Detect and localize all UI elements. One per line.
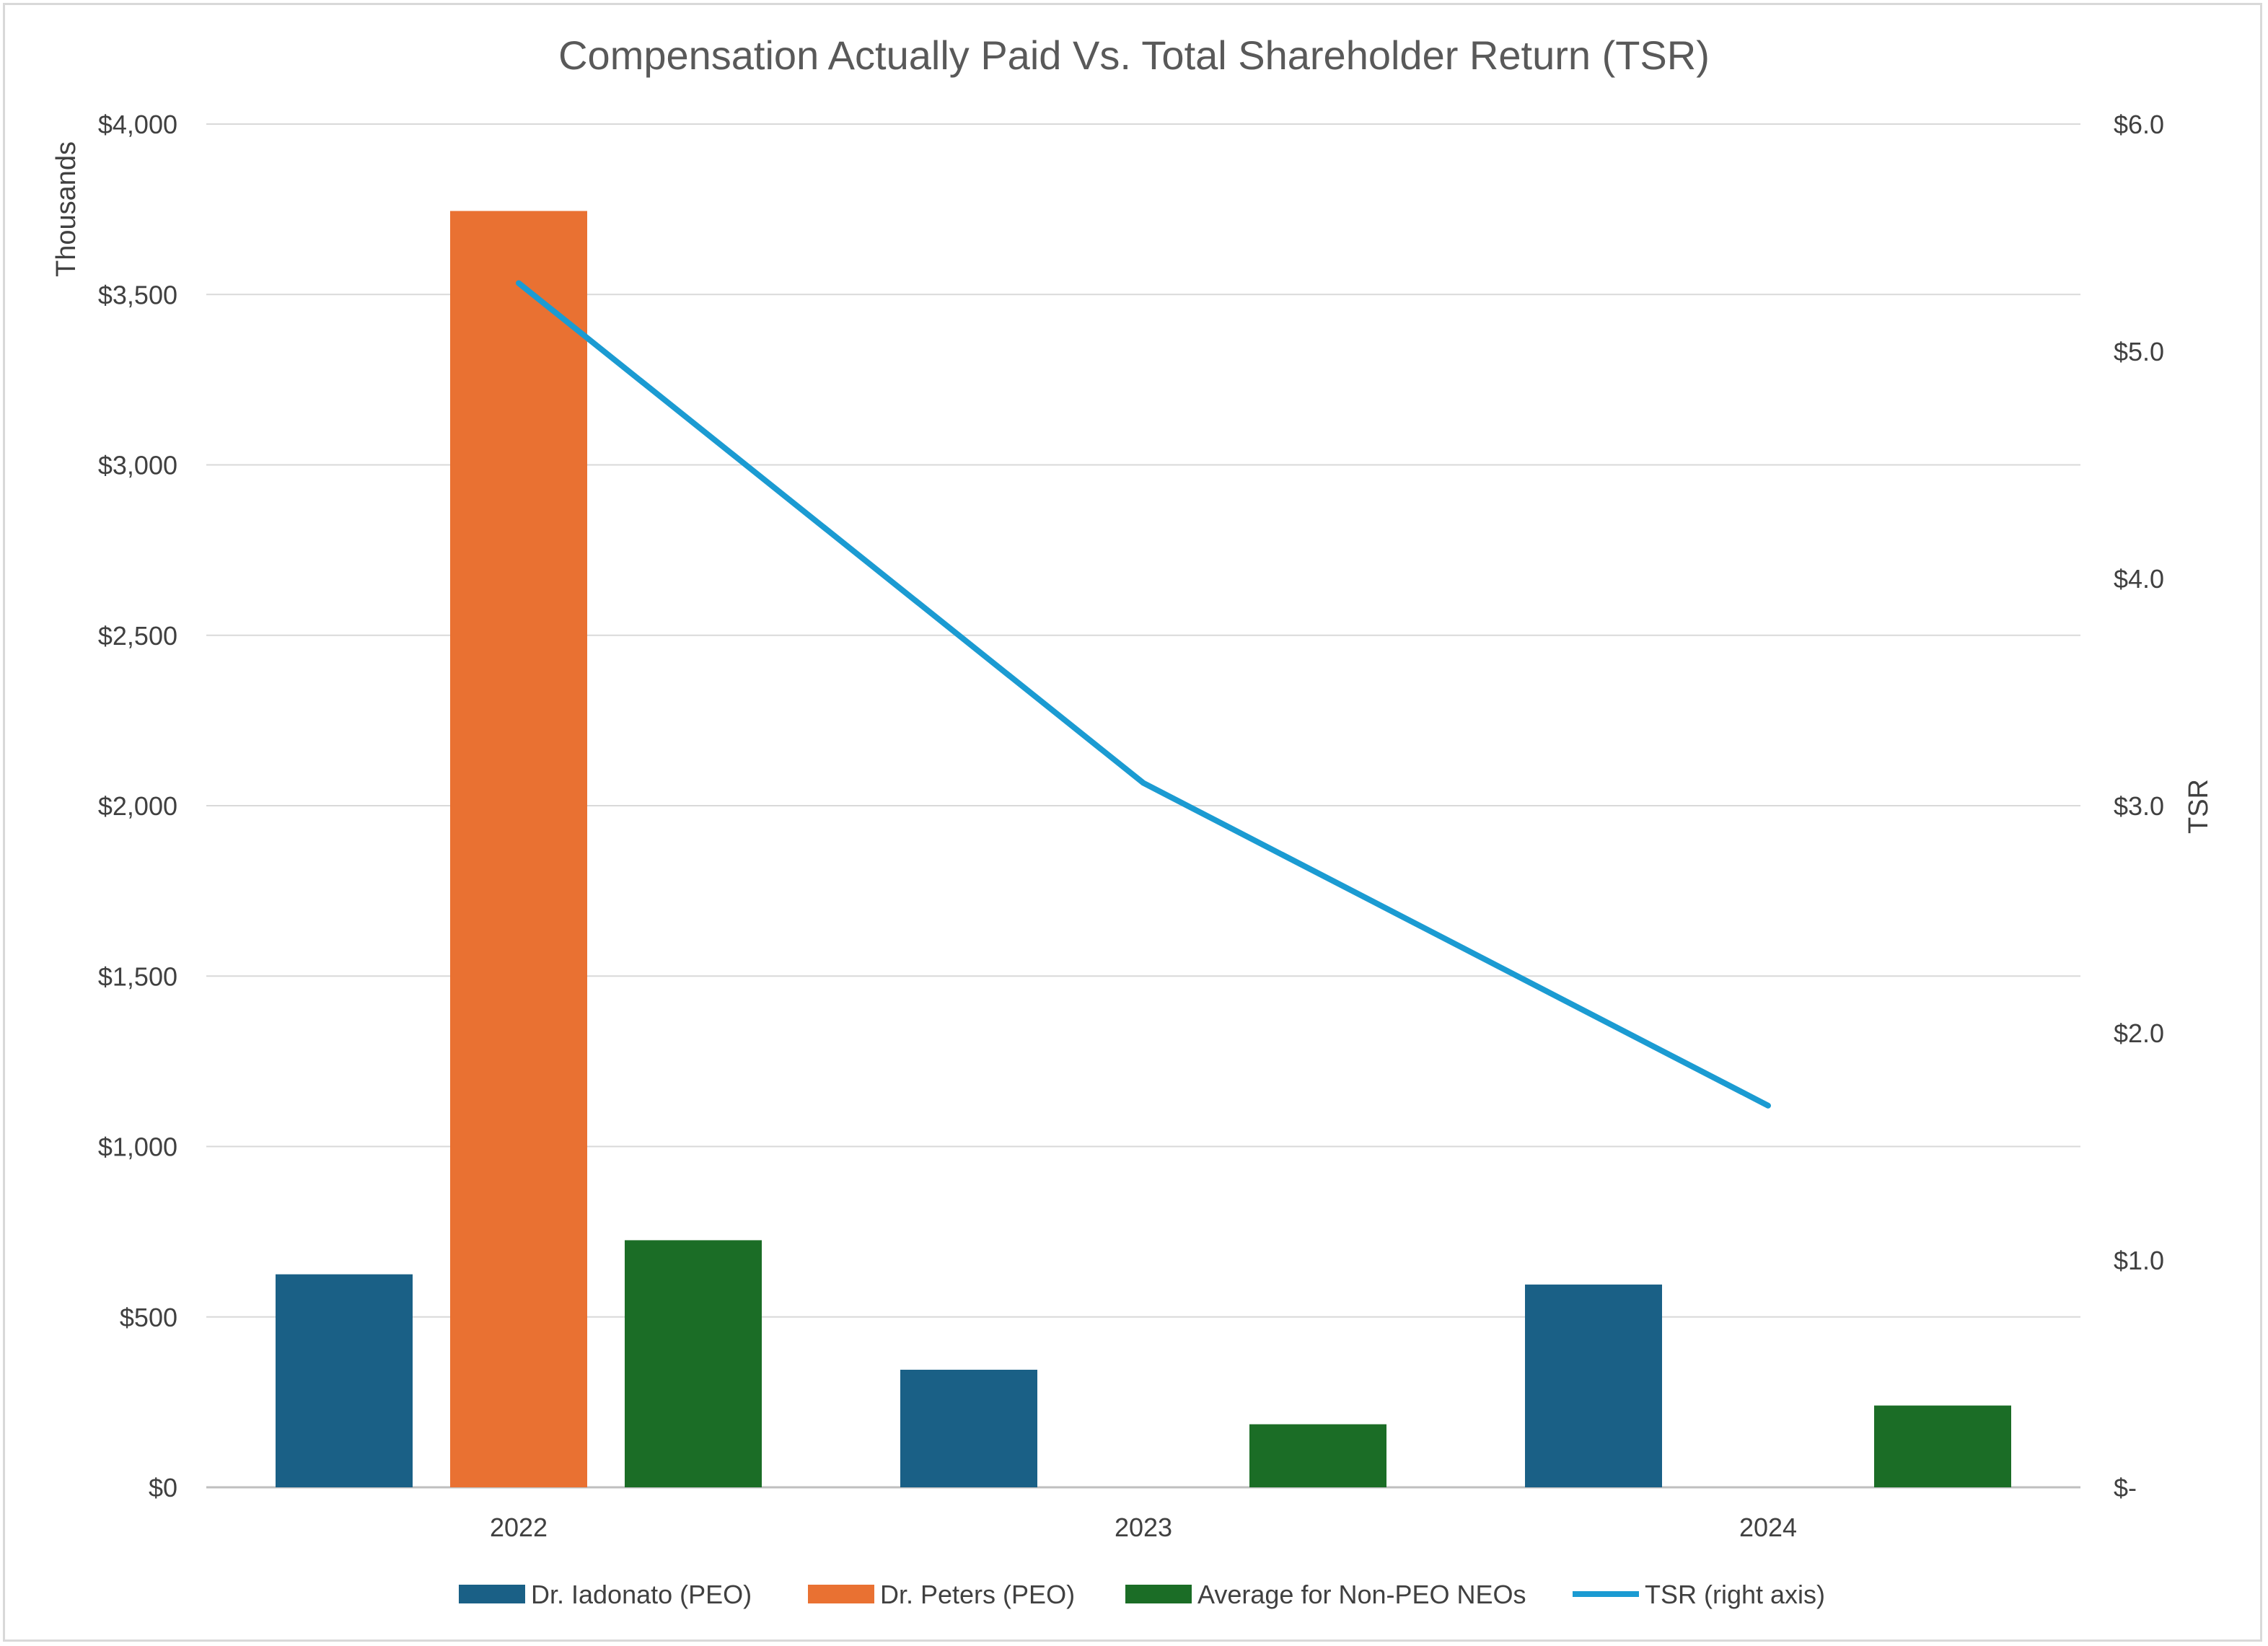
x-axis-ticks: 2022 2023 2024 [490, 1513, 1797, 1542]
legend: Dr. Iadonato (PEO) Dr. Peters (PEO) Averag… [459, 1580, 1825, 1609]
bar-dr-iadonato-peo-2023 [900, 1369, 1037, 1487]
left-tick-label: $500 [120, 1303, 177, 1332]
right-axis-title: TSR [2184, 779, 2214, 834]
left-tick-label: $3,000 [98, 451, 177, 480]
left-axis-title: Thousands [51, 141, 82, 277]
legend-swatch [459, 1585, 525, 1603]
bar-dr-iadonato-peo-2022 [276, 1274, 413, 1487]
right-tick-label: $2.0 [2114, 1018, 2164, 1048]
right-tick-label: $6.0 [2114, 110, 2164, 139]
legend-swatch [1125, 1585, 1192, 1603]
x-tick-label: 2022 [490, 1513, 548, 1542]
right-tick-label: $- [2114, 1473, 2137, 1502]
x-tick-label: 2024 [1739, 1513, 1797, 1542]
tsr-line-series [516, 280, 1771, 1109]
bar-average-for-non-peo-neos-2023 [1249, 1424, 1386, 1487]
left-tick-label: $4,000 [98, 110, 177, 139]
left-tick-label: $2,000 [98, 791, 177, 821]
right-tick-label: $3.0 [2114, 791, 2164, 821]
left-tick-label: $1,500 [98, 961, 177, 991]
chart-title: Compensation Actually Paid Vs. Total Sha… [558, 32, 1710, 78]
bar-dr-iadonato-peo-2024 [1525, 1284, 1662, 1487]
bar-series [276, 211, 2011, 1487]
x-tick-label: 2023 [1115, 1513, 1172, 1542]
bar-dr-peters-peo-2022 [450, 211, 587, 1487]
bar-average-for-non-peo-neos-2024 [1874, 1405, 2011, 1487]
right-tick-label: $4.0 [2114, 564, 2164, 594]
legend-label: TSR (right axis) [1645, 1580, 1825, 1609]
legend-label: Dr. Peters (PEO) [880, 1580, 1075, 1609]
right-tick-label: $5.0 [2114, 337, 2164, 366]
legend-label: Average for Non-PEO NEOs [1197, 1580, 1526, 1609]
left-tick-label: $1,000 [98, 1132, 177, 1162]
left-axis-ticks: $0 $500 $1,000 $1,500 $2,000 $2,500 $3,000 $3,5… [98, 110, 177, 1502]
right-tick-label: $1.0 [2114, 1246, 2164, 1275]
left-tick-label: $0 [149, 1473, 177, 1502]
bar-average-for-non-peo-neos-2022 [625, 1240, 762, 1487]
legend-label: Dr. Iadonato (PEO) [531, 1580, 752, 1609]
left-tick-label: $2,500 [98, 621, 177, 651]
tsr-line [516, 280, 1771, 1109]
right-axis-ticks: $- $1.0 $2.0 $3.0 $4.0 $5.0 $6.0 [2114, 110, 2164, 1502]
legend-swatch [808, 1585, 874, 1603]
left-tick-label: $3,500 [98, 280, 177, 309]
